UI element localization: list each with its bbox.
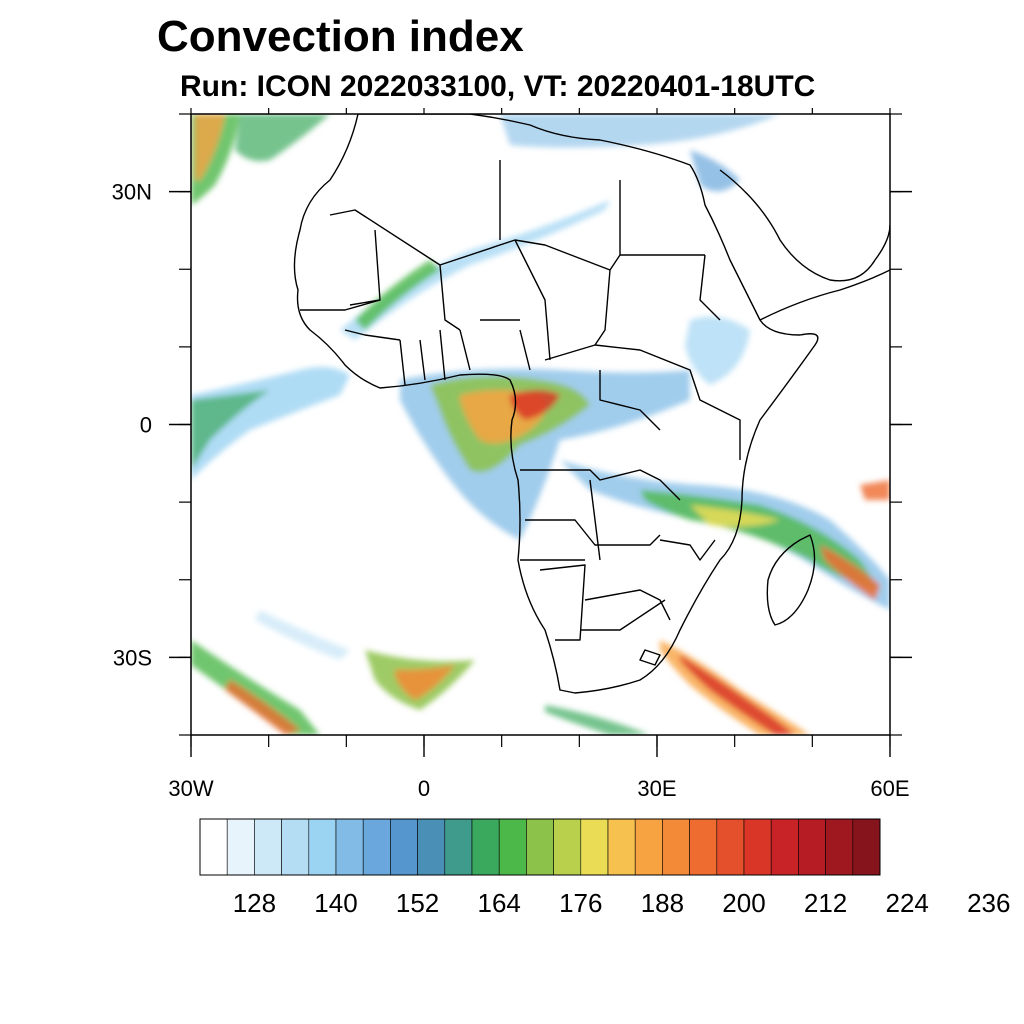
axis-ticks: 30W 0 30E 60E 30N 0 30S <box>112 108 912 801</box>
colorbar-swatch <box>825 818 854 876</box>
colorbar-label: 224 <box>886 888 929 918</box>
convection-field <box>191 114 890 735</box>
africa-coastline <box>293 114 819 694</box>
field-east-hot <box>690 505 780 527</box>
field-sw-hot <box>225 680 300 735</box>
y-tick-label: 30N <box>112 180 152 205</box>
colorbar-swatch <box>716 818 745 876</box>
colorbar-frame <box>199 818 881 876</box>
field-sw-faint <box>255 610 350 660</box>
colorbar-swatch <box>390 818 418 876</box>
borders-central <box>520 344 741 561</box>
x-tick-label: 60E <box>870 776 909 801</box>
x-tick-label: 0 <box>418 776 430 801</box>
field-east-band <box>560 460 890 610</box>
x-tick-label: 30W <box>168 776 213 801</box>
chart-subtitle: Run: ICON 2022033100, VT: 20220401-18UTC <box>180 70 816 103</box>
colorbar-swatch <box>281 818 310 876</box>
colorbar-swatch <box>471 818 500 876</box>
country-borders <box>293 114 890 694</box>
colorbar-label: 176 <box>559 888 602 918</box>
colorbar-swatch <box>798 818 826 876</box>
field-atlantic-core <box>191 390 270 470</box>
colorbar-label: 200 <box>722 888 765 918</box>
colorbar-swatch <box>662 818 690 876</box>
field-ethiopia <box>685 316 750 385</box>
field-med-north <box>235 114 330 162</box>
colorbar-label: 140 <box>314 888 357 918</box>
colorbar-swatch <box>526 818 554 876</box>
field-sahel-core <box>355 260 440 330</box>
arabia-coast <box>719 169 890 321</box>
madagascar <box>766 534 816 626</box>
colorbar-swatch <box>444 818 473 876</box>
colorbar-swatch <box>852 818 881 876</box>
colorbar-swatch <box>770 818 799 876</box>
field-congo-peak <box>510 390 560 420</box>
field-se-front-core <box>680 655 795 735</box>
borders-west <box>300 299 531 386</box>
borders-south <box>539 539 716 666</box>
chart-title: Convection index <box>157 12 524 61</box>
field-med-east <box>500 114 780 148</box>
field-nw-hot <box>195 114 225 180</box>
colorbar-swatch <box>417 818 446 876</box>
colorbar-swatch <box>607 818 636 876</box>
field-south-plume-hot <box>395 665 455 700</box>
colorbar-swatch <box>689 818 718 876</box>
colorbar-swatch <box>362 818 391 876</box>
colorbar-swatch <box>634 818 663 876</box>
colorbar: 128 140 152 164 176 188 200 212 224 236 <box>199 818 1010 918</box>
colorbar-swatch <box>580 818 609 876</box>
colorbar-swatch <box>254 818 282 876</box>
colorbar-label: 152 <box>396 888 439 918</box>
field-far-east-hot <box>860 480 890 500</box>
colorbar-swatch <box>308 818 337 876</box>
x-tick-label: 30E <box>637 776 676 801</box>
borders-north <box>329 160 721 361</box>
colorbar-label: 164 <box>478 888 521 918</box>
field-south-coast <box>545 705 650 735</box>
field-levant <box>690 150 740 192</box>
colorbar-swatch <box>553 818 582 876</box>
colorbar-swatch <box>226 818 255 876</box>
colorbar-swatch <box>199 818 228 876</box>
y-tick-label: 0 <box>140 413 152 438</box>
colorbar-swatch <box>498 818 527 876</box>
field-sahel-band <box>340 200 610 340</box>
field-sw-streak <box>191 640 320 735</box>
field-madagascar-hot <box>820 545 880 600</box>
colorbar-label: 128 <box>233 888 276 918</box>
y-tick-label: 30S <box>113 645 152 670</box>
field-se-front <box>660 640 810 735</box>
colorbar-label: 236 <box>967 888 1010 918</box>
colorbar-label: 212 <box>804 888 847 918</box>
colorbar-swatch <box>335 818 364 876</box>
colorbar-swatch <box>743 818 772 876</box>
colorbar-label: 188 <box>641 888 684 918</box>
